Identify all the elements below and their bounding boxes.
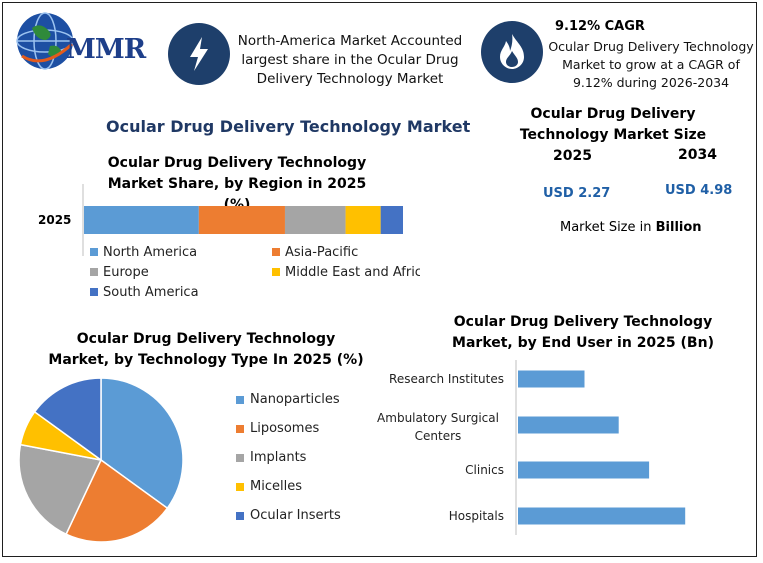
end-user-chart-svg: Research Institutes Ambulatory Surgical Ce… xyxy=(377,360,686,535)
region-bar-segment xyxy=(380,206,403,234)
technology-legend-label: Nanoparticles xyxy=(250,392,340,407)
region-legend-label: Europe xyxy=(103,265,149,280)
market-size-note-prefix: Market Size in xyxy=(560,220,652,235)
region-legend-swatch xyxy=(272,248,280,256)
technology-legend-swatch xyxy=(236,424,244,433)
technology-legend-label: Ocular Inserts xyxy=(250,508,341,523)
cagr-title: 9.12% CAGR xyxy=(555,19,645,34)
region-legend-label: Asia-Pacific xyxy=(285,245,358,260)
globe-icon xyxy=(16,12,74,70)
end-user-chart-title: Ocular Drug Delivery Technology Market, … xyxy=(452,314,714,351)
technology-legend-label: Micelles xyxy=(250,479,302,494)
region-legend-swatch xyxy=(90,268,98,276)
region-legend-swatch xyxy=(272,268,280,276)
main-title: Ocular Drug Delivery Technology Market xyxy=(106,117,471,136)
region-chart-svg: 2025 North America Asia-Pacific Europe Middl… xyxy=(38,184,420,300)
end-user-category-label: Ambulatory Surgical Centers xyxy=(377,411,499,443)
technology-legend-item: Micelles xyxy=(236,479,302,494)
technology-chart-title: Ocular Drug Delivery Technology Market, … xyxy=(48,331,364,368)
region-legend-label: South America xyxy=(103,285,199,300)
technology-legend-item: Implants xyxy=(236,450,306,465)
end-user-category-label: Clinics xyxy=(465,463,504,477)
flame-icon xyxy=(500,34,524,69)
market-size-note: Market Size in Billion xyxy=(560,220,702,235)
pie-slice xyxy=(33,377,102,462)
region-bar-segment xyxy=(284,206,346,234)
end-user-bar xyxy=(518,370,585,388)
technology-pie-svg xyxy=(18,377,184,543)
technology-legend-swatch xyxy=(236,453,244,462)
technology-legend-item: Nanoparticles xyxy=(236,392,340,407)
highlight-text: North-America Market Accounted largest s… xyxy=(237,33,463,87)
lightning-bolt-icon xyxy=(190,37,208,71)
market-size-year-2025: 2025 xyxy=(553,148,592,164)
pie-slice xyxy=(100,377,184,510)
region-chart-title: Ocular Drug Delivery Technology Market S… xyxy=(107,155,367,213)
lightning-circle xyxy=(168,23,230,85)
region-bar-segment xyxy=(198,206,285,234)
end-user-bar xyxy=(518,507,686,525)
market-size-title: Ocular Drug Delivery Technology Market S… xyxy=(519,106,707,143)
technology-legend-swatch xyxy=(236,511,244,520)
market-size-value-2034: USD 4.98 xyxy=(665,183,733,198)
logo-text: MMR xyxy=(66,34,146,65)
pie-slice xyxy=(18,443,103,536)
region-legend-swatch xyxy=(90,248,98,256)
region-legend-swatch xyxy=(90,288,98,296)
technology-legend-item: Liposomes xyxy=(236,421,319,436)
end-user-bar xyxy=(518,461,650,479)
technology-legend-label: Liposomes xyxy=(250,421,320,436)
technology-legend-label: Implants xyxy=(250,450,307,465)
region-bar-segment xyxy=(84,206,199,234)
region-bar-segment xyxy=(345,206,381,234)
end-user-bar xyxy=(518,416,619,434)
market-size-year-2034: 2034 xyxy=(678,147,717,163)
market-size-note-unit: Billion xyxy=(655,220,702,235)
end-user-category-label: Research Institutes xyxy=(389,372,504,386)
market-size-value-2025: USD 2.27 xyxy=(543,186,611,201)
technology-legend: Nanoparticles Liposomes Implants Micelles Oc… xyxy=(236,392,366,532)
region-legend-label: Middle East and Africa xyxy=(285,265,420,280)
technology-legend-swatch xyxy=(236,482,244,491)
region-legend-label: North America xyxy=(103,245,197,260)
technology-legend-item: Ocular Inserts xyxy=(236,508,341,523)
technology-legend-swatch xyxy=(236,395,244,404)
end-user-category-label: Hospitals xyxy=(449,509,504,523)
cagr-text: Ocular Drug Delivery Technology Market t… xyxy=(548,39,754,90)
region-category-label: 2025 xyxy=(38,213,71,227)
flame-circle xyxy=(481,21,543,83)
